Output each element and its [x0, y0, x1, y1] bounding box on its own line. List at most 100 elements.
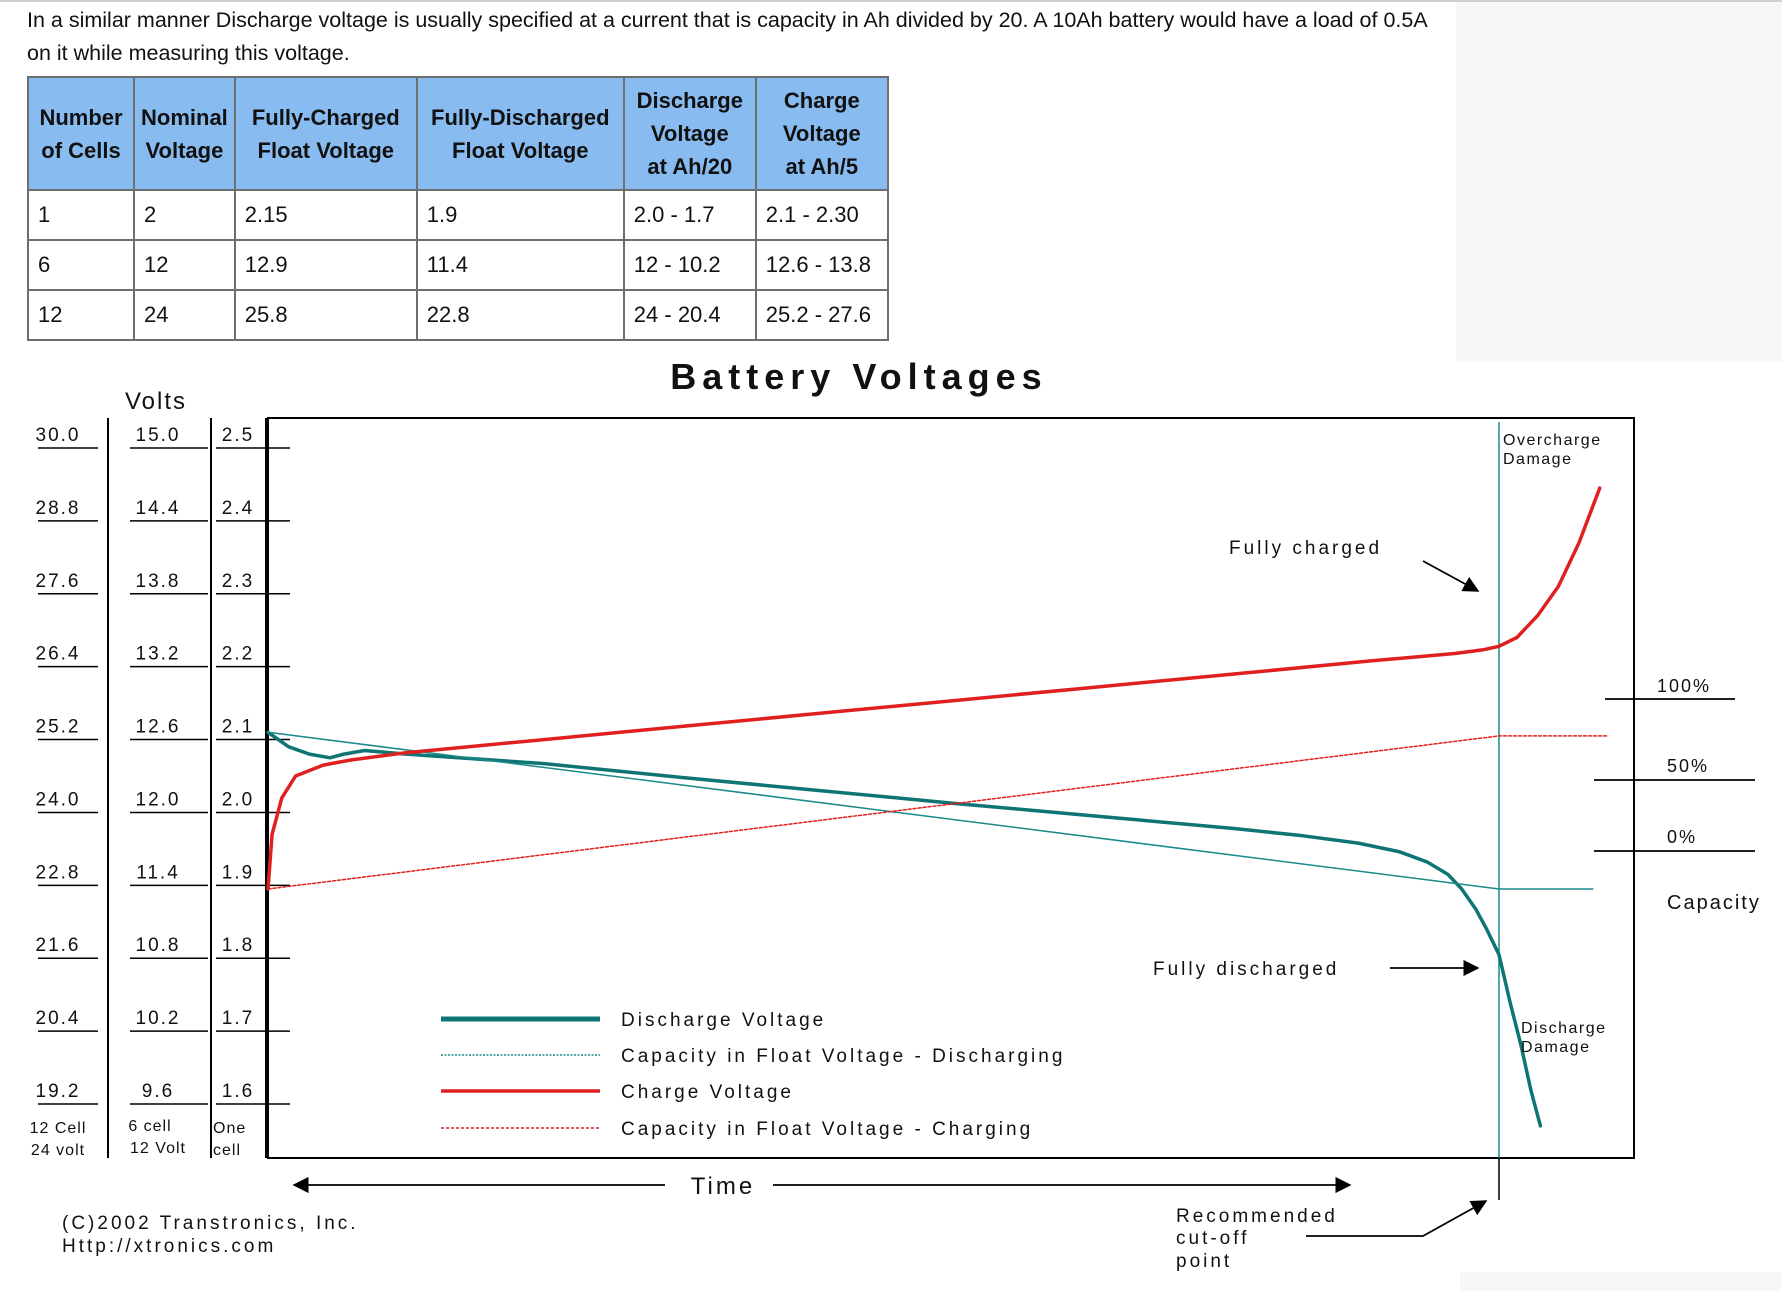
y-tick-label: 19.2: [36, 1081, 81, 1102]
y-tick-label: 9.6: [142, 1081, 174, 1102]
scale-footer: 6 cell: [128, 1118, 171, 1135]
side-panel-background: [1460, 1272, 1782, 1291]
y-tick-label: 22.8: [36, 862, 81, 883]
y-tick-label: 25.2: [36, 717, 81, 738]
table-cell: 2.0 - 1.7: [622, 189, 757, 241]
y-tick-label: 21.6: [36, 935, 81, 956]
y-tick-label: 14.4: [136, 498, 181, 519]
table-cell: 25.8: [233, 289, 418, 341]
y-tick-label: 27.6: [36, 571, 81, 592]
table-cell: 11.4: [415, 239, 625, 291]
copyright-url: Http://xtronics.com: [62, 1236, 276, 1257]
table-row: 12 24 25.8 22.8 24 - 20.4 25.2 - 27.6: [27, 289, 889, 341]
table-row: 1 2 2.15 1.9 2.0 - 1.7 2.1 - 2.30: [27, 189, 889, 241]
table-cell: 2.15: [233, 189, 418, 241]
scale-footer: 24 volt: [31, 1142, 85, 1159]
intro-paragraph: In a similar manner Discharge voltage is…: [27, 8, 1427, 65]
capacity-title: Capacity: [1667, 892, 1761, 914]
header-line: of Cells: [41, 137, 121, 163]
annotation-recommended: Recommended: [1176, 1206, 1338, 1227]
legend-label: Discharge Voltage: [621, 1010, 826, 1031]
y-tick-label: 2.4: [222, 498, 254, 519]
header-line: at Ah/20: [647, 154, 733, 179]
y-tick-label: 15.0: [136, 425, 181, 446]
chart-title: Battery Voltages: [670, 356, 1047, 397]
scale-footer: 12 Cell: [30, 1120, 87, 1137]
annotation-fully-discharged: Fully discharged: [1153, 959, 1339, 980]
table-header-row: Number of Cells Nominal Voltage Fully-Char…: [27, 76, 889, 191]
table-cell: 1.9: [415, 189, 625, 241]
scale-ticks: 30.0 28.8 27.6 26.4 25.2 24.0 22.8 21.6 20.4 19.2…: [36, 425, 290, 1105]
y-tick-label: 11.4: [136, 862, 180, 883]
y-tick-label: 28.8: [36, 498, 81, 519]
capacity-label-100: 100%: [1657, 676, 1711, 696]
header-charge-voltage: Charge Voltage at Ah/5: [754, 76, 889, 191]
table-cell: 12 - 10.2: [622, 239, 757, 291]
y-tick-label: 13.8: [136, 571, 181, 592]
table-row: 6 12 12.9 11.4 12 - 10.2 12.6 - 13.8: [27, 239, 889, 291]
y-tick-label: 20.4: [36, 1008, 81, 1029]
legend: Discharge Voltage Capacity in Float Volt…: [441, 1010, 1065, 1140]
table-cell: 12: [133, 239, 236, 291]
y-tick-label: 1.9: [222, 862, 254, 883]
y-tick-label: 26.4: [36, 644, 81, 665]
side-panel-background: [1456, 2, 1782, 362]
scale-footer: cell: [213, 1142, 241, 1159]
header-line: Voltage: [782, 121, 861, 146]
y-tick-label: 1.7: [222, 1008, 254, 1029]
annotation-discharge: Discharge: [1521, 1020, 1607, 1037]
y-tick-label: 12.6: [136, 717, 181, 738]
header-discharge-voltage: Discharge Voltage at Ah/20: [622, 76, 757, 191]
header-fully-discharged: Fully-Discharged Float Voltage: [415, 76, 625, 191]
header-line: Float Voltage: [452, 137, 589, 163]
y-tick-label: 2.1: [222, 717, 254, 738]
voltage-table: Number of Cells Nominal Voltage Fully-Char…: [27, 76, 889, 341]
y-tick-label: 30.0: [36, 425, 81, 446]
header-line: Fully-Charged: [251, 104, 400, 130]
y-tick-label: 2.0: [222, 789, 254, 810]
x-axis-label: Time: [691, 1173, 755, 1200]
y-axis-label: Volts: [125, 388, 187, 415]
legend-label: Charge Voltage: [621, 1082, 794, 1103]
scale-footer: One: [213, 1120, 246, 1137]
annotation-overcharge-damage: Damage: [1503, 451, 1572, 468]
header-line: Nominal: [141, 104, 228, 130]
y-tick-label: 12.0: [136, 789, 181, 810]
capacity-label-50: 50%: [1667, 756, 1709, 776]
table-cell: 25.2 - 27.6: [754, 289, 889, 341]
plot-area: [267, 417, 1635, 1159]
y-tick-label: 10.8: [136, 935, 181, 956]
y-tick-label: 24.0: [36, 789, 81, 810]
table-cell: 12.9: [233, 239, 418, 291]
series-line-4: [267, 735, 1608, 890]
y-tick-label: 1.8: [222, 935, 254, 956]
header-line: Voltage: [650, 121, 729, 146]
header-number-of-cells: Number of Cells: [27, 76, 135, 191]
series-line-2: [267, 731, 1594, 890]
table-cell: 22.8: [415, 289, 625, 341]
top-rule: [0, 0, 1782, 2]
series-line-1: [266, 730, 1543, 1128]
scale-footer: 12 Volt: [130, 1140, 186, 1157]
table-cell: 12: [27, 289, 135, 341]
table-cell: 6: [27, 239, 135, 291]
annotation-point: point: [1176, 1251, 1232, 1272]
capacity-label-0: 0%: [1667, 827, 1697, 847]
annotation-cut-off: cut-off: [1176, 1228, 1249, 1249]
fully-charged-arrow: [1422, 560, 1480, 592]
table-cell: 2: [133, 189, 236, 241]
header-line: Number: [39, 104, 123, 130]
header-line: Float Voltage: [257, 137, 395, 163]
recommended-arrow: [1306, 1200, 1488, 1237]
annotation-overcharge: Overcharge: [1503, 432, 1602, 449]
series-line-3: [266, 486, 1602, 891]
y-tick-label: 2.2: [222, 644, 254, 665]
legend-label: Capacity in Float Voltage - Discharging: [621, 1046, 1065, 1067]
header-fully-charged: Fully-Charged Float Voltage: [233, 76, 418, 191]
header-line: Charge: [783, 88, 860, 113]
table-cell: 2.1 - 2.30: [754, 189, 889, 241]
y-tick-label: 2.3: [222, 571, 254, 592]
header-line: at Ah/5: [785, 154, 859, 179]
copyright-line: (C)2002 Transtronics, Inc.: [62, 1213, 359, 1234]
